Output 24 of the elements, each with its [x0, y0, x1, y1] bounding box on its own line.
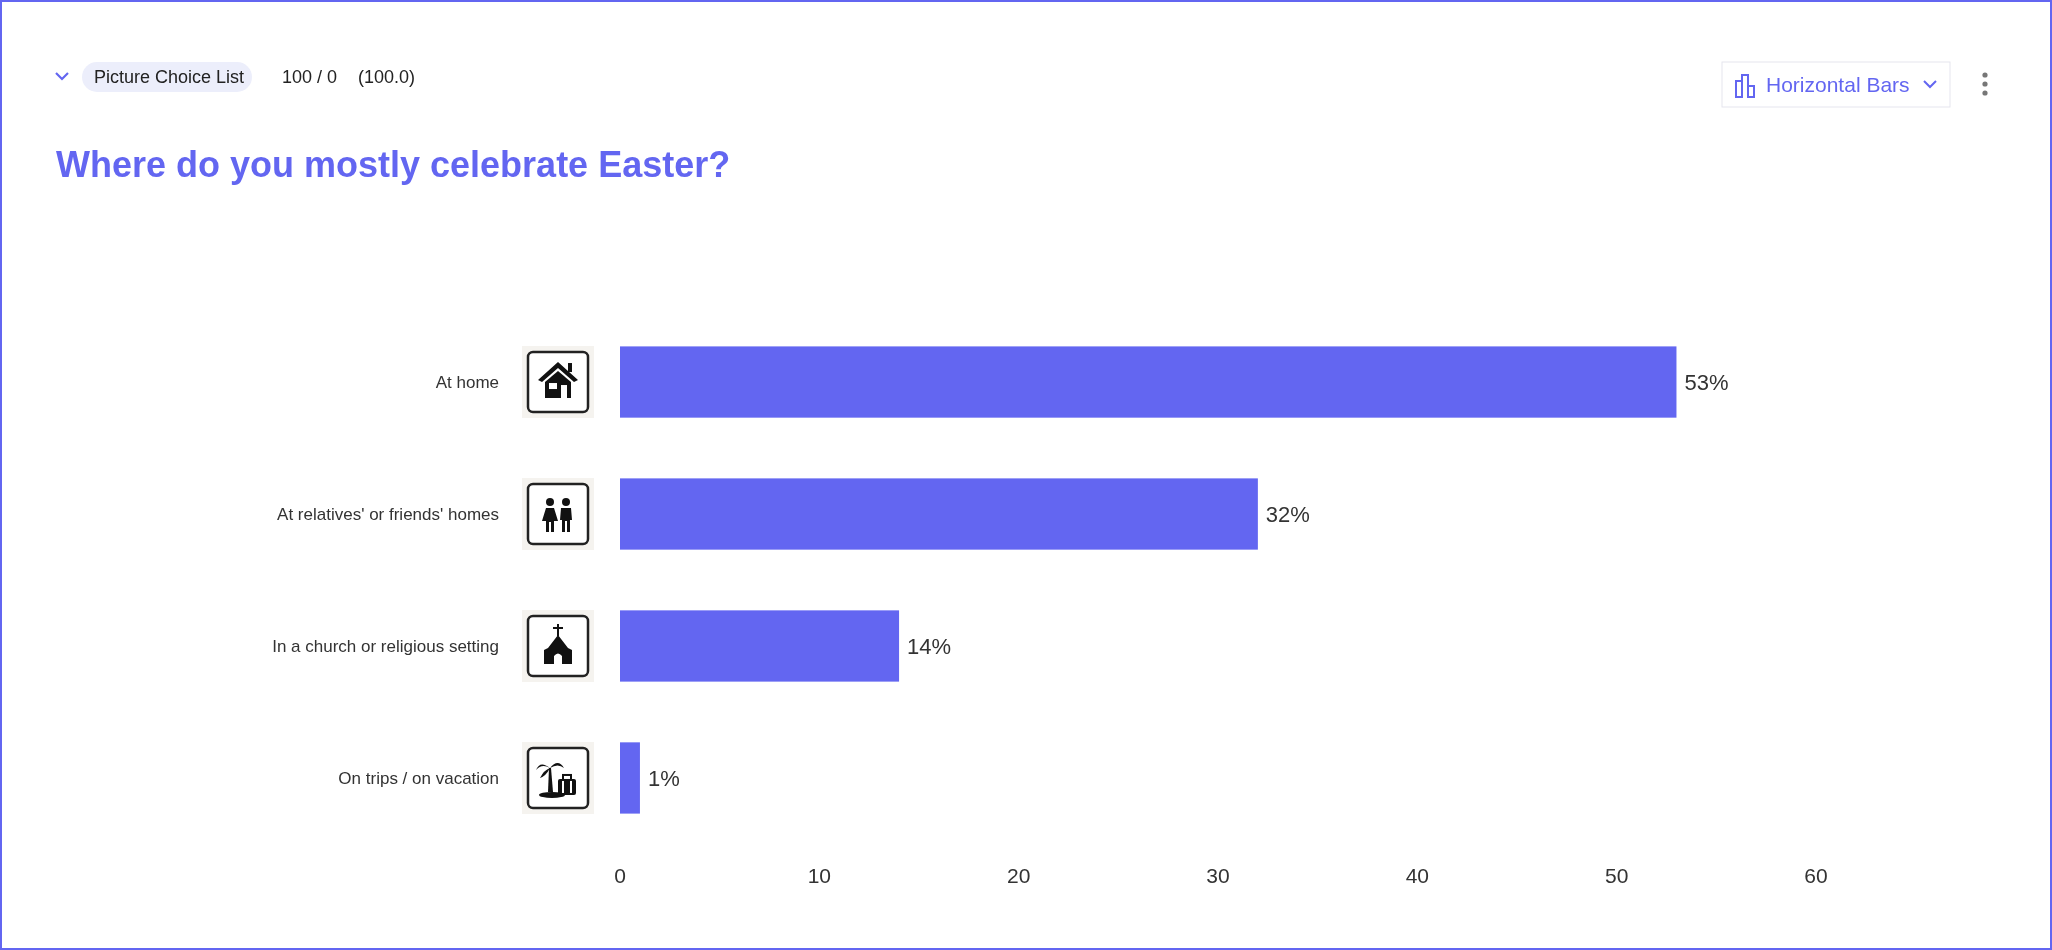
x-tick-label: 20 — [1006, 864, 1031, 888]
text: (100.0) — [358, 67, 416, 88]
data-label: 53% — [1684, 369, 1729, 395]
data-label: 14% — [907, 633, 952, 659]
x-tick-label: 0 — [614, 864, 626, 888]
bar — [620, 346, 1677, 418]
y-tick-label: In a church or religious setting — [272, 636, 499, 656]
chart-title: Where do you mostly celebrate Easter? — [56, 143, 731, 185]
text: 100 / 0 — [282, 67, 338, 88]
x-tick-label: 30 — [1206, 864, 1230, 888]
data-label: 32% — [1265, 501, 1310, 527]
bar — [620, 478, 1258, 550]
x-tick-label: 60 — [1804, 864, 1828, 888]
bar — [620, 610, 900, 682]
y-tick-label: On trips / on vacation — [338, 768, 499, 788]
x-tick-label: 50 — [1604, 864, 1629, 888]
text: Picture Choice List — [94, 67, 245, 88]
x-tick-label: 10 — [807, 864, 832, 888]
bar — [620, 742, 640, 814]
x-tick-label: 40 — [1405, 864, 1430, 888]
y-tick-label: At home — [435, 372, 499, 392]
y-tick-label: At relatives' or friends' homes — [277, 504, 499, 524]
data-label: 1% — [647, 765, 680, 791]
text: Horizontal Bars — [1766, 73, 1910, 97]
